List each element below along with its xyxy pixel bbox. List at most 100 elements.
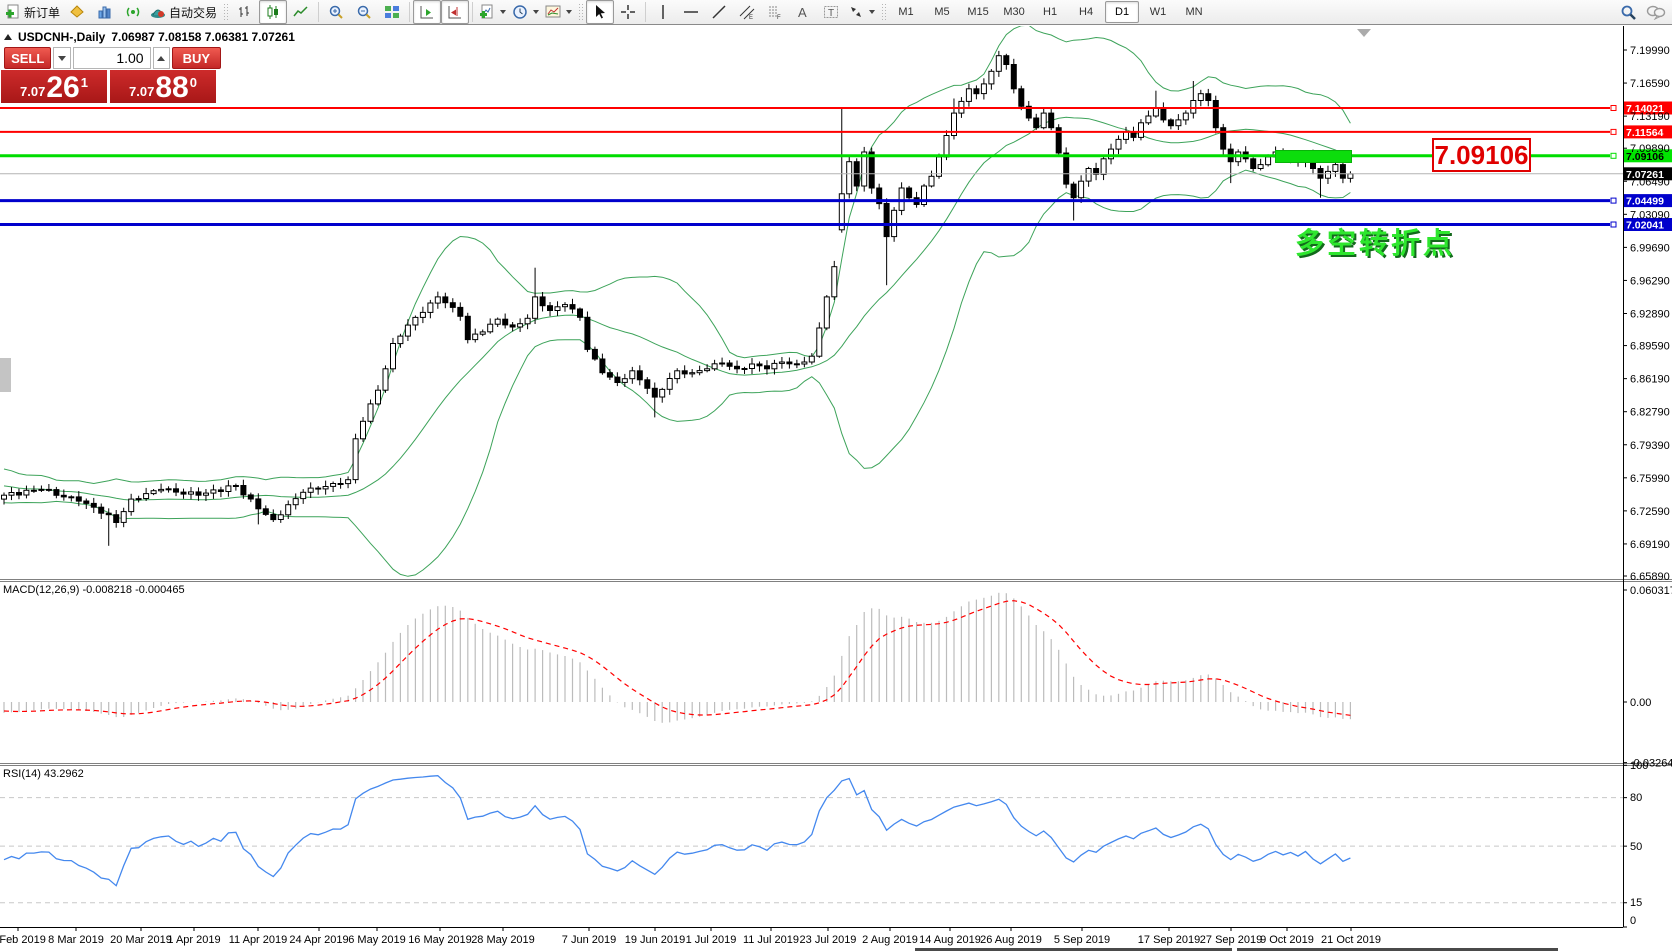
macd-label: MACD(12,26,9) -0.008218 -0.000465 (3, 584, 185, 596)
buy-button[interactable]: BUY (171, 47, 222, 69)
autotrade-button[interactable]: 自动交易 (147, 0, 220, 24)
date-axis-label: 26 Aug 2019 (980, 934, 1042, 946)
editor-icon (70, 5, 84, 18)
price-axis-tick-label: 6.72590 (1630, 506, 1670, 518)
chart-shift-marker[interactable] (1357, 29, 1371, 37)
fibonacci-icon: F (769, 6, 781, 20)
rsi-label: RSI(14) 43.2962 (3, 768, 84, 780)
toolbar-separator (645, 2, 647, 22)
horizontal-line-button[interactable] (677, 0, 705, 24)
rsi-axis-label: 50 (1630, 841, 1642, 853)
toolbar-handle[interactable] (223, 3, 229, 21)
one-click-trading-panel: SELL BUY 7.07 26 1 7.07 88 0 (1, 47, 222, 103)
ohlc-quotes: 7.06987 7.08158 7.06381 7.07261 (111, 30, 295, 44)
timeframe-w1-button[interactable]: W1 (1149, 6, 1167, 18)
new-order-button[interactable]: 新订单 (2, 0, 63, 24)
price-tag (1624, 125, 1672, 139)
sell-button[interactable]: SELL (4, 47, 52, 69)
lot-increase-button[interactable] (152, 47, 170, 69)
periods-icon (513, 5, 527, 19)
new-order-label: 新订单 (24, 5, 61, 20)
timeframe-d1-button[interactable]: D1 (1105, 1, 1140, 23)
chat-button[interactable] (1642, 0, 1670, 24)
price-tag-label: 7.14021 (1626, 103, 1664, 115)
signals-button[interactable] (119, 0, 147, 24)
price-level-callout[interactable]: 7.09106 (1432, 138, 1531, 172)
indicators-icon (480, 4, 493, 19)
buy-price-display[interactable]: 7.07 88 0 (110, 70, 216, 103)
text-button[interactable]: A (789, 0, 817, 24)
market-button[interactable] (91, 0, 119, 24)
price-tag-label: 7.02041 (1626, 220, 1664, 232)
chart-object-rectangle[interactable] (0, 358, 11, 392)
arrows-dropdown[interactable] (869, 10, 876, 14)
toolbar-separator (318, 2, 320, 22)
trendline-button[interactable] (705, 0, 733, 24)
sell-price-sup: 1 (80, 75, 88, 90)
search-button[interactable] (1614, 0, 1642, 24)
date-axis-label: 24 Apr 2019 (289, 934, 348, 946)
svg-text:F: F (777, 15, 781, 20)
timeframe-m15-button[interactable]: M15 (967, 6, 989, 18)
date-axis-label: 14 Aug 2019 (919, 934, 981, 946)
templates-button[interactable] (542, 0, 575, 24)
rsi-axis-label: 80 (1630, 792, 1642, 804)
timeframe-m1-button[interactable]: M1 (898, 6, 914, 18)
periods-button[interactable] (509, 0, 542, 24)
vertical-line-button[interactable] (649, 0, 677, 24)
date-axis-label: 16 May 2019 (408, 934, 472, 946)
tile-windows-button[interactable] (378, 0, 406, 24)
bollinger-lower-band (3, 169, 1351, 577)
timeframe-h1-button[interactable]: H1 (1043, 6, 1058, 18)
fibonacci-button[interactable]: F (761, 0, 789, 24)
line-chart-button[interactable] (287, 0, 315, 24)
level-highlight-rectangle[interactable] (1275, 150, 1352, 163)
collapse-icon[interactable] (4, 34, 12, 40)
lot-decrease-button[interactable] (53, 47, 71, 69)
bar-chart-button[interactable] (231, 0, 259, 24)
editor-button[interactable] (63, 0, 91, 24)
indicators-button[interactable] (476, 0, 509, 24)
chat-icon (1646, 5, 1666, 20)
indicators-dropdown[interactable] (500, 10, 507, 14)
templates-dropdown[interactable] (566, 10, 573, 14)
timeframe-m30-button[interactable]: M30 (1003, 6, 1025, 18)
templates-icon (545, 5, 561, 18)
candlestick-button[interactable] (259, 0, 288, 24)
turning-point-annotation[interactable]: 多空转折点 (1295, 228, 1456, 260)
timeframe-mn-button[interactable]: MN (1185, 6, 1203, 18)
main-toolbar: 新订单 自动交易 (0, 0, 1672, 25)
arrows-button[interactable] (845, 0, 878, 24)
date-axis-label: 17 Sep 2019 (1138, 934, 1200, 946)
search-icon (1621, 5, 1636, 20)
trendline-icon (712, 5, 726, 19)
vertical-line-icon (662, 5, 664, 19)
cursor-button[interactable] (586, 0, 615, 24)
chart-shift-button[interactable] (441, 0, 470, 24)
sell-price-display[interactable]: 7.07 26 1 (1, 70, 107, 103)
auto-scroll-button[interactable] (413, 0, 442, 24)
price-axis-tick-label: 6.92890 (1630, 308, 1670, 320)
price-axis-tick-label: 7.16590 (1630, 78, 1670, 90)
equidistant-channel-button[interactable]: E (733, 0, 761, 24)
toolbar-handle[interactable] (578, 3, 584, 21)
timeframe-h4-button[interactable]: H4 (1079, 6, 1094, 18)
chart-title: USDCNH-,Daily 7.06987 7.08158 7.06381 7.… (4, 30, 295, 44)
zoom-out-button[interactable] (350, 0, 378, 24)
zoom-in-button[interactable] (322, 0, 350, 24)
timeframe-m5-button[interactable]: M5 (934, 6, 950, 18)
svg-text:E: E (749, 15, 753, 20)
chart-canvas[interactable]: 7.140217.115647.091067.072617.044997.020… (0, 26, 1672, 952)
crosshair-button[interactable] (614, 0, 642, 24)
new-order-icon (6, 4, 19, 19)
chart-shift-icon (448, 6, 462, 19)
toolbar-handle[interactable] (881, 3, 887, 21)
text-label-button[interactable]: T (817, 0, 845, 24)
window-edge-segment (1237, 948, 1558, 951)
level-line-anchor (1610, 221, 1617, 228)
price-axis-tick-label: 6.99690 (1630, 242, 1670, 254)
svg-text:T: T (828, 8, 834, 19)
periods-dropdown[interactable] (533, 10, 540, 14)
lot-size-input[interactable] (72, 47, 151, 69)
macd-signal-line (3, 600, 1351, 716)
